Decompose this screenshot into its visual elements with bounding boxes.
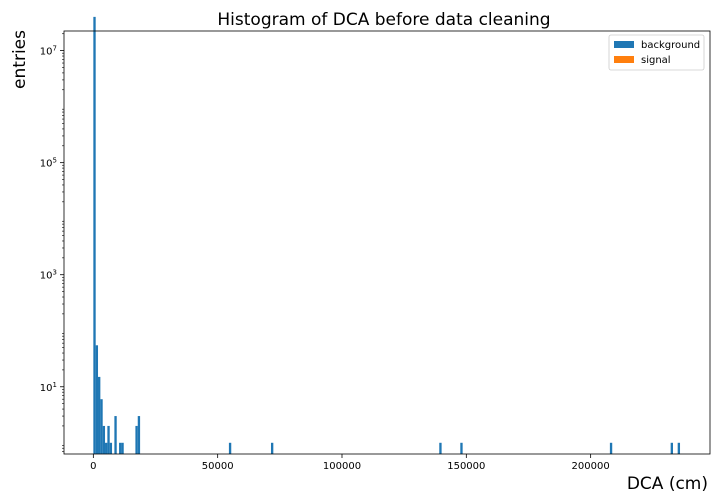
histogram-bars	[93, 16, 681, 454]
x-tick-label: 0	[90, 461, 96, 472]
y-axis-label: entries	[10, 30, 30, 89]
plot-frame	[63, 30, 711, 455]
bar-background-13	[228, 442, 232, 454]
bar-background-10	[121, 442, 124, 454]
bar-background-2	[98, 376, 101, 454]
y-tick-label: 105	[40, 157, 57, 170]
bar-background-8	[114, 416, 117, 454]
plot-area: 0 50000 100000 150000 200000 101 103 105 107	[40, 16, 711, 472]
bar-background-1	[95, 345, 99, 454]
x-tick-label: 200000	[572, 461, 610, 472]
legend-label-background: background	[641, 40, 700, 51]
bar-background-17	[609, 442, 613, 454]
bar-background-12	[137, 416, 141, 454]
y-axis-ticks: 101 103 105 107	[40, 33, 64, 452]
bar-background-16	[460, 442, 463, 454]
bar-background-11	[135, 425, 138, 454]
x-tick-label: 150000	[447, 461, 485, 472]
bar-background-15	[439, 442, 442, 454]
bar-background-9	[119, 442, 122, 454]
bar-background-14	[270, 442, 274, 454]
chart-title: Histogram of DCA before data cleaning	[217, 10, 550, 30]
bar-background-18	[670, 442, 673, 454]
x-tick-label: 100000	[323, 461, 361, 472]
bar-background-5	[105, 442, 108, 454]
x-axis-ticks: 0 50000 100000 150000 200000	[90, 454, 610, 472]
bar-background-19	[677, 442, 681, 454]
y-tick-label: 103	[40, 269, 57, 282]
x-tick-label: 50000	[202, 461, 234, 472]
legend-swatch-background	[614, 41, 634, 48]
y-tick-label: 107	[40, 45, 57, 58]
legend-swatch-signal	[614, 56, 634, 63]
bar-background-7	[109, 442, 113, 454]
legend-label-signal: signal	[641, 55, 671, 66]
bar-background-4	[102, 425, 106, 454]
bar-background-6	[107, 425, 110, 454]
bar-background-0	[93, 16, 96, 454]
x-axis-label: DCA (cm)	[627, 474, 708, 494]
bar-background-3	[100, 399, 103, 454]
y-tick-label: 101	[40, 381, 57, 394]
legend: background signal	[608, 34, 705, 71]
